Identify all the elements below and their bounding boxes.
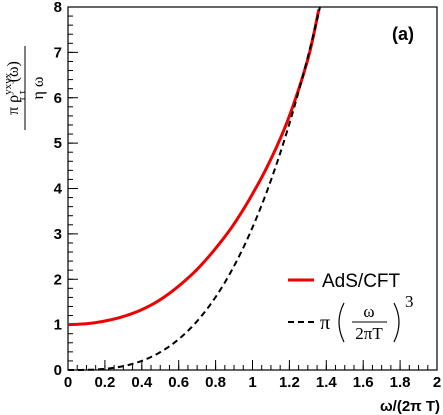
y-tick-label: 8 bbox=[54, 0, 62, 16]
y-label-denominator: η ω bbox=[30, 77, 47, 100]
legend-right-paren bbox=[393, 302, 400, 343]
x-tick-label: 1.4 bbox=[316, 374, 338, 391]
y-tick-label: 3 bbox=[54, 226, 62, 243]
legend-entry-ads-cft: AdS/CFT bbox=[288, 271, 401, 292]
legend: AdS/CFT π ω 2πT 3 bbox=[288, 271, 414, 343]
svg-text:π ρyxyxτ τ(ω): π ρyxyxτ τ (ω) bbox=[2, 61, 28, 115]
x-tick-label: 1.8 bbox=[390, 374, 411, 391]
y-label-suffix: (ω) bbox=[5, 61, 22, 82]
x-axis-label: ω/(2π T) bbox=[380, 398, 440, 415]
y-axis-ticks: 0 1 2 3 4 5 6 7 8 bbox=[54, 0, 78, 379]
y-tick-label: 6 bbox=[54, 90, 62, 107]
y-axis-label: π ρyxyxτ τ (ω) η ω bbox=[2, 46, 47, 130]
legend-exponent: 3 bbox=[405, 292, 414, 311]
y-tick-label: 2 bbox=[54, 271, 62, 288]
legend-left-paren bbox=[338, 302, 345, 343]
y-tick-label: 4 bbox=[54, 181, 63, 198]
panel-label: (a) bbox=[392, 24, 414, 44]
y-tick-label: 1 bbox=[54, 317, 62, 334]
x-tick-label: 0.4 bbox=[131, 374, 153, 391]
legend-denominator: 2πT bbox=[355, 324, 383, 343]
legend-pi: π bbox=[320, 312, 330, 334]
series-line-pi-omega-cubed bbox=[68, 6, 321, 371]
x-tick-label: 0 bbox=[64, 374, 72, 391]
x-tick-label: 1.6 bbox=[353, 374, 374, 391]
y-tick-label: 0 bbox=[54, 362, 62, 379]
x-tick-label: 1 bbox=[248, 374, 256, 391]
series-group bbox=[67, 6, 321, 371]
x-tick-label: 0.6 bbox=[168, 374, 189, 391]
legend-entry-pi-omega-cubed: π ω 2πT 3 bbox=[288, 292, 414, 343]
x-tick-label: 0.2 bbox=[94, 374, 115, 391]
y-label-subscript: τ τ bbox=[17, 90, 28, 101]
x-tick-label: 1.2 bbox=[279, 374, 300, 391]
legend-numerator: ω bbox=[363, 302, 374, 321]
y-tick-label: 7 bbox=[54, 44, 62, 61]
y-tick-label: 5 bbox=[54, 135, 62, 152]
x-tick-label: 2 bbox=[433, 374, 441, 391]
x-axis-ticks: 0 0.2 0.4 0.6 0.8 1 1.2 1.4 1.6 1.8 2 bbox=[64, 360, 441, 391]
x-tick-label: 0.8 bbox=[205, 374, 226, 391]
series-line-ads-cft bbox=[67, 8, 321, 327]
y-label-prefix: π ρ bbox=[5, 95, 22, 115]
legend-label-ads-cft: AdS/CFT bbox=[322, 271, 401, 292]
y-label-superscript: yxyx bbox=[2, 72, 14, 95]
